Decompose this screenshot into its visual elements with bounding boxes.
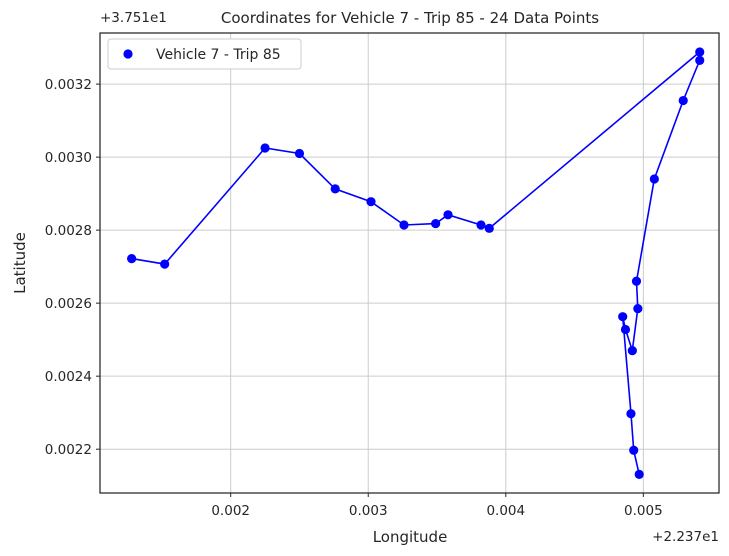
y-axis-title: Latitude (11, 232, 29, 294)
legend-marker (123, 49, 133, 59)
y-tick-label: 0.0030 (45, 150, 92, 166)
data-point (695, 55, 705, 65)
data-point (629, 445, 639, 455)
data-point (431, 218, 441, 229)
data-point (626, 409, 636, 419)
data-point (484, 223, 494, 233)
x-axis-ticks: 0.002 0.003 0.004 0.005 (211, 493, 663, 519)
y-offset-text: +3.751e1 (100, 10, 167, 26)
data-point (620, 324, 631, 335)
data-point (476, 220, 486, 230)
data-point (260, 143, 270, 153)
data-point (649, 174, 659, 184)
x-tick-label: 0.005 (624, 503, 663, 519)
y-tick-label: 0.0028 (45, 223, 92, 239)
series-markers (127, 47, 705, 479)
data-point (330, 184, 340, 194)
trip-path-line (131, 50, 701, 475)
y-axis-ticks: 0.0022 0.0024 0.0026 0.0028 0.0030 0.0032 (45, 77, 100, 458)
data-point (366, 197, 376, 207)
grid (100, 33, 719, 493)
data-point (631, 276, 642, 286)
data-point (695, 47, 705, 57)
y-tick-label: 0.0022 (45, 442, 92, 458)
y-tick-label: 0.0024 (45, 369, 92, 385)
data-point (618, 312, 628, 322)
plot-frame (99, 32, 720, 494)
legend-box (107, 38, 302, 70)
series-line (131, 50, 701, 475)
data-point (443, 210, 453, 220)
x-offset-text: +2.237e1 (652, 529, 719, 545)
x-tick-label: 0.002 (211, 503, 250, 519)
y-tick-label: 0.0032 (45, 77, 92, 93)
x-tick-label: 0.003 (349, 503, 388, 519)
data-point (634, 469, 644, 479)
data-point (678, 95, 688, 106)
data-point (399, 220, 409, 230)
data-point (127, 254, 137, 264)
data-point (633, 304, 643, 314)
chart-title: Coordinates for Vehicle 7 - Trip 85 - 24… (221, 9, 599, 27)
x-tick-label: 0.004 (486, 503, 525, 519)
x-axis-title: Longitude (373, 528, 448, 546)
data-point (294, 148, 305, 159)
y-tick-label: 0.0026 (45, 296, 92, 312)
legend-label: Vehicle 7 - Trip 85 (156, 47, 281, 63)
data-point (627, 346, 637, 356)
data-point (160, 259, 170, 269)
legend: Vehicle 7 - Trip 85 (107, 38, 302, 70)
